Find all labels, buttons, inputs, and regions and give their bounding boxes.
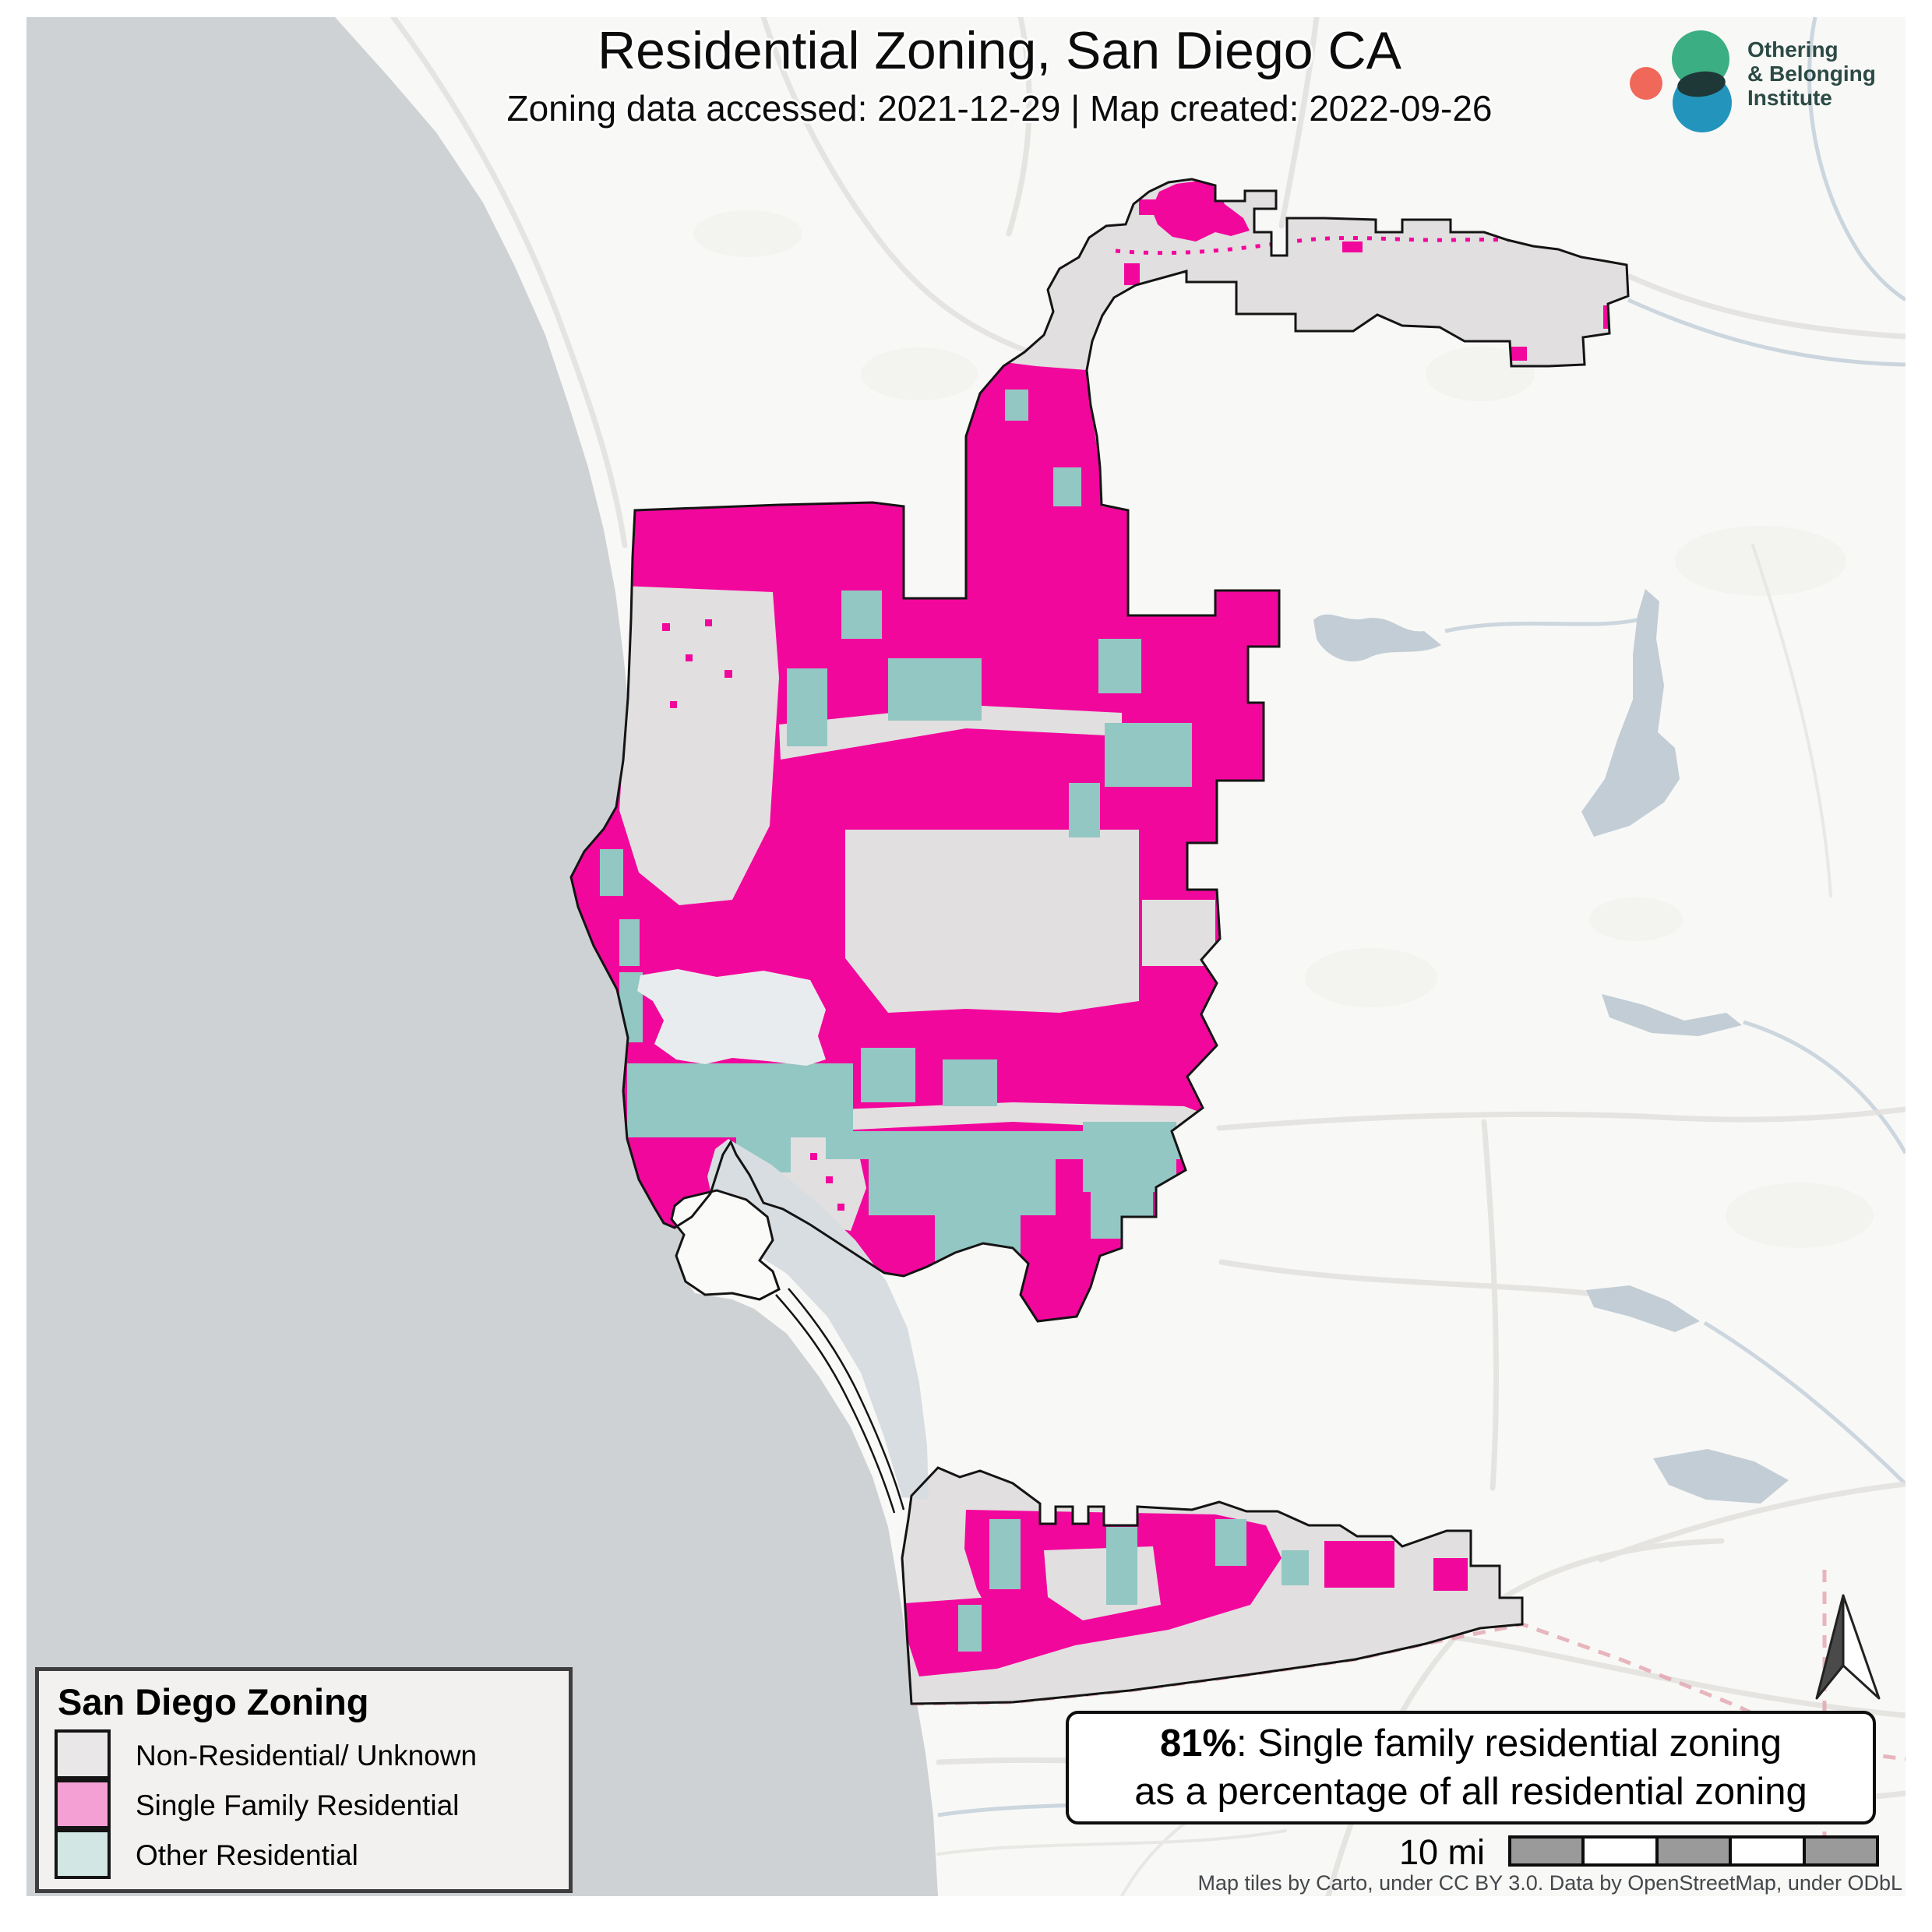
scale-segment (1805, 1839, 1877, 1863)
map-attribution: Map tiles by Carto, under CC BY 3.0. Dat… (1197, 1871, 1902, 1895)
stat-callout: 81%: Single family residential zoning as… (1066, 1711, 1876, 1824)
logo-line-1: Othering (1747, 37, 1839, 62)
scale-segment (1511, 1839, 1585, 1863)
map-legend: San Diego Zoning Non-Residential/ Unknow… (35, 1667, 573, 1893)
othering-belonging-institute-logo: Othering & Belonging Institute (1624, 28, 1905, 145)
single-family-speckles (662, 619, 844, 1211)
scale-segment (1585, 1839, 1659, 1863)
legend-swatch-non-residential (55, 1729, 111, 1779)
city-boundary (569, 178, 1630, 1705)
legend-label: Single Family Residential (136, 1789, 460, 1821)
valley-residential-strip (1115, 233, 1613, 256)
stat-line-1: 81%: Single family residential zoning (1160, 1719, 1782, 1768)
legend-label: Other Residential (136, 1839, 358, 1871)
legend-title: San Diego Zoning (58, 1681, 369, 1722)
scale-bar (1508, 1835, 1879, 1867)
scale-bar-label: 10 mi (1398, 1832, 1485, 1872)
north-arrow (1815, 1594, 1881, 1700)
logo-circles-icon (1630, 30, 1732, 132)
lakes (1151, 589, 1789, 1504)
silver-strand (771, 1288, 905, 1515)
legend-swatch-other-residential (55, 1829, 111, 1879)
stat-value: 81% (1159, 1722, 1237, 1765)
scale-segment (1732, 1839, 1806, 1863)
legend-label: Non-Residential/ Unknown (136, 1740, 478, 1772)
stat-line-1-text: : Single family residential zoning (1236, 1722, 1782, 1765)
map-subtitle: Zoning data accessed: 2021-12-29 | Map c… (506, 88, 1493, 129)
mission-bay (637, 969, 826, 1066)
map-title: Residential Zoning, San Diego CA (598, 21, 1401, 80)
legend-item-single-family: Single Family Residential (55, 1779, 553, 1831)
scale-segment (1658, 1839, 1733, 1863)
logo-text: Othering & Belonging Institute (1747, 37, 1876, 110)
coronado-island (670, 1189, 781, 1301)
logo-line-3: Institute (1747, 86, 1832, 110)
legend-item-non-residential: Non-Residential/ Unknown (55, 1729, 553, 1781)
legend-item-other-residential: Other Residential (55, 1829, 553, 1881)
ocean (26, 17, 938, 1896)
stat-line-2: as a percentage of all residential zonin… (1134, 1771, 1807, 1813)
legend-swatch-single-family (55, 1779, 111, 1829)
logo-line-2: & Belonging (1747, 62, 1876, 86)
